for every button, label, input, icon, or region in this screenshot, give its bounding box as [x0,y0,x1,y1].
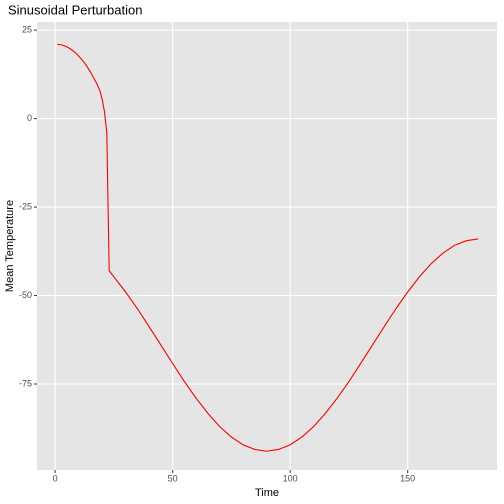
x-tick-label: 0 [53,473,58,483]
panel [37,22,497,470]
x-tick-label: 50 [168,473,178,483]
x-tick-label: 150 [400,473,415,483]
chart-title: Sinusoidal Perturbation [8,2,142,17]
x-axis-label: Time [255,487,279,499]
line [57,43,479,452]
y-tick-label: -25 [19,201,32,211]
y-tick-label: -75 [19,378,32,388]
y-tick-label: 0 [27,113,32,123]
y-tick-label: 25 [22,25,32,35]
x-tick-label: 100 [283,473,298,483]
y-tick-label: -50 [19,290,32,300]
y-axis-label: Mean Temperature [4,200,16,292]
